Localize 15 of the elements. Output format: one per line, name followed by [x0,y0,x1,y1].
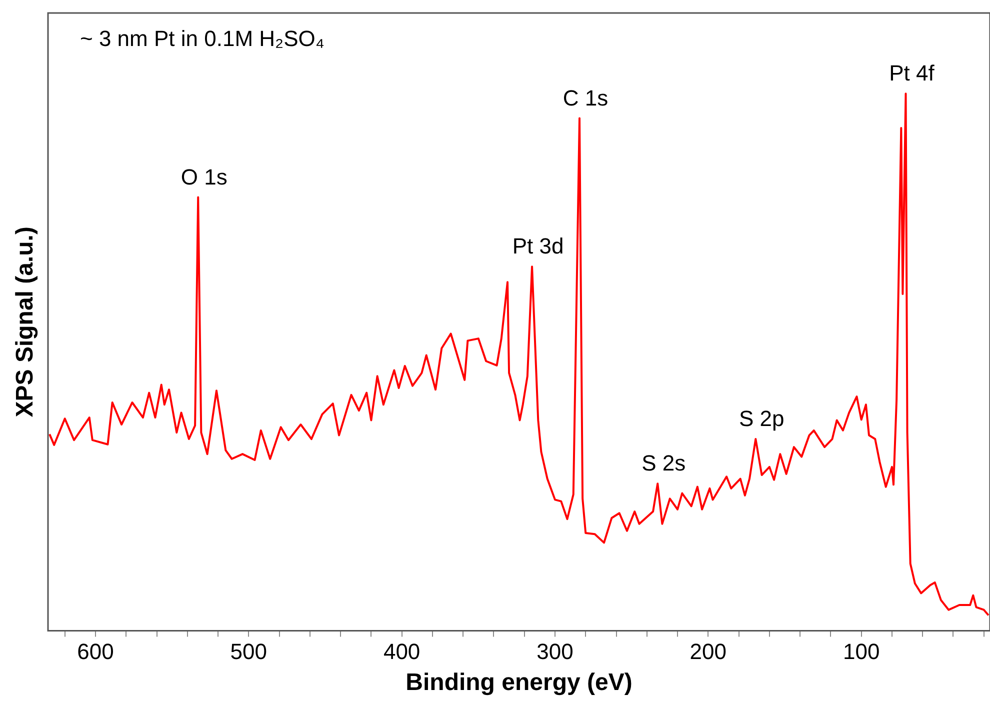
x-tick-label: 500 [230,639,268,664]
annotation: S 2p [739,406,784,432]
x-tick-label: 200 [690,639,727,664]
x-tick-label: 400 [383,639,420,664]
y-axis-title: XPS Signal (a.u.) [12,226,39,418]
x-axis-title: Binding energy (eV) [406,669,632,696]
text: ~ 3 nm Pt in 0.1M H₂SO₄ [80,26,324,52]
x-tick-label: 300 [536,639,574,664]
x-tick-label: 600 [77,639,114,664]
annotation: Pt 4f [889,60,936,86]
annotation: O 1s [180,164,228,190]
annotation: S 2s [642,450,686,476]
annotation: C 1s [562,85,608,110]
annotation: Pt 3d [512,234,564,259]
x-tick-label: 100 [842,639,880,664]
